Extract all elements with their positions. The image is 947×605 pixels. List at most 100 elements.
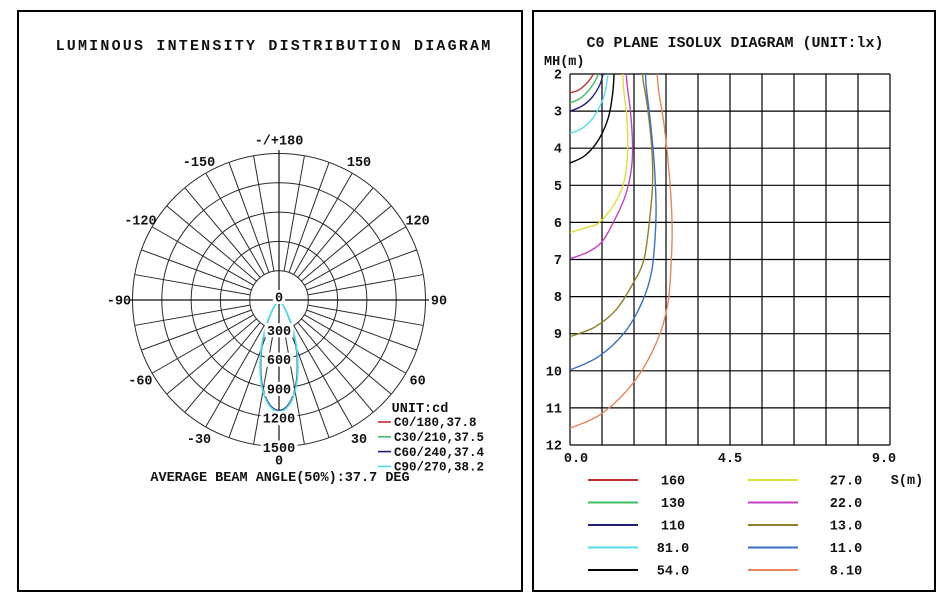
radial-label-600: 600 [267, 354, 291, 369]
polar-spoke [307, 274, 424, 296]
legend-value-22.0: 22.0 [830, 497, 862, 512]
isolux-axis-ticks: 2 3 4 5 6 7 8 9 10 11 120.0 4.5 9.0 [546, 69, 896, 468]
right-panel-border [532, 10, 936, 592]
isolux-contour-81.0 [570, 74, 609, 135]
polar-spoke [304, 226, 407, 286]
left-panel-title: LUMINOUS INTENSITY DISTRIBUTION DIAGRAM [56, 38, 493, 55]
radial-label-bg [264, 352, 294, 367]
polar-spoke [253, 328, 275, 445]
luminous-intensity-panel: -/+180 -150 150 -120 120 -90 90 -60 60 -30 30 0 0 30… [17, 10, 523, 592]
radial-label-bg [272, 290, 286, 304]
polar-spoke [306, 309, 417, 351]
legend-value-11.0: 11.0 [830, 542, 862, 557]
isolux-grid [569, 73, 891, 446]
y-tick-12: 12 [546, 440, 562, 455]
polar-spoke [228, 162, 270, 273]
legend-label-3: C90/270,38.2 [394, 461, 484, 475]
legend-value-27.0: 27.0 [830, 475, 862, 490]
polar-spoke [166, 318, 257, 395]
isolux-contour-13.0 [570, 74, 654, 338]
isolux-contour-54.0 [570, 74, 615, 164]
legend-value-81.0: 81.0 [657, 542, 689, 557]
isolux-contour-160 [570, 74, 595, 94]
radial-label-bg [264, 381, 294, 396]
radial-label-bg [260, 440, 298, 455]
y-axis-label: MH(m) [544, 55, 585, 70]
legend-label-2: C60/240,37.4 [394, 446, 485, 460]
x-tick-0.0: 0.0 [564, 452, 588, 467]
polar-spoke [293, 325, 353, 428]
y-tick-11: 11 [546, 402, 562, 417]
polar-spoke [184, 187, 261, 278]
y-tick-9: 9 [554, 328, 562, 343]
legend-value-160: 160 [661, 475, 685, 490]
radial-label-0: 0 [275, 292, 283, 307]
isolux-contour-130 [570, 74, 600, 104]
legend-value-130: 130 [661, 497, 685, 512]
y-tick-6: 6 [554, 217, 562, 232]
angle-label-90: 90 [431, 295, 447, 310]
y-tick-4: 4 [554, 143, 562, 158]
angle-label-150: 150 [347, 156, 371, 171]
polar-spoke [141, 309, 252, 351]
radial-label-900: 900 [267, 383, 291, 398]
polar-legend: C0/180,37.8C30/210,37.5C60/240,37.4C90/2… [378, 416, 485, 475]
angle-label--30: -30 [187, 433, 211, 448]
polar-spoke [141, 249, 252, 291]
angle-label--+180: -/+180 [255, 135, 304, 150]
radial-label-1200: 1200 [263, 413, 295, 428]
polar-spoke [205, 172, 265, 275]
isolux-contour-27.0 [570, 74, 629, 234]
angle-label-0: 0 [275, 455, 283, 470]
legend-value-110: 110 [661, 520, 685, 535]
angle-label-30: 30 [351, 433, 367, 448]
polar-spoke [301, 318, 392, 395]
polar-spoke [304, 314, 407, 374]
polar-angle-labels: -/+180-150 150-120 120-90 90-60 60-30 300 [107, 135, 447, 470]
polar-spoke [253, 155, 275, 272]
isolux-panel: 2 3 4 5 6 7 8 9 10 11 12 0.0 4.5 9.0 160 27.0 130 22.0 11… [532, 10, 936, 592]
x-tick-4.5: 4.5 [718, 452, 742, 467]
angle-label-60: 60 [409, 375, 425, 390]
legend-label-0: C0/180,37.8 [394, 416, 477, 430]
polar-spoke [307, 304, 424, 326]
polar-spoke [166, 205, 257, 282]
angle-label--150: -150 [183, 156, 215, 171]
angle-label--60: -60 [128, 375, 152, 390]
polar-spoke [288, 162, 330, 273]
polar-intensity-chart: -/+180-150 150-120 120-90 90-60 60-30 300 030… [17, 10, 523, 592]
polar-spoke [283, 328, 305, 445]
legend-value-8.10: 8.10 [830, 565, 862, 580]
isolux-contour-curves [570, 74, 673, 429]
polar-spoke [301, 205, 392, 282]
isolux-contour-22.0 [570, 74, 634, 260]
polar-spoke [293, 172, 353, 275]
polar-spoke [151, 226, 254, 286]
left-panel-border [17, 10, 523, 592]
radial-label-bg [260, 411, 298, 426]
y-tick-8: 8 [554, 291, 562, 306]
right-panel-title: C0 PLANE ISOLUX DIAGRAM (UNIT:lx) [586, 35, 883, 52]
polar-spoke [205, 325, 265, 428]
radial-label-bg [264, 323, 294, 338]
isolux-legend: 160 27.0 130 22.0 110 13.0 81.0 11.0 54.0 8.10 [588, 475, 862, 580]
polar-legend-title: UNIT:cd [392, 402, 449, 417]
x-axis-label: S(m) [891, 474, 923, 489]
polar-spoke [151, 314, 254, 374]
polar-spoke [134, 274, 251, 296]
isolux-chart: 2 3 4 5 6 7 8 9 10 11 120.0 4.5 9.0 160 27.0 130 22.0 11… [532, 10, 936, 592]
polar-spoke [134, 304, 251, 326]
y-tick-2: 2 [554, 69, 562, 84]
isolux-contour-11.0 [570, 74, 657, 371]
angle-label--120: -120 [124, 215, 156, 230]
polar-spoke [297, 187, 374, 278]
legend-value-13.0: 13.0 [830, 520, 862, 535]
isolux-contour-110 [570, 74, 604, 112]
y-tick-7: 7 [554, 254, 562, 269]
y-tick-3: 3 [554, 106, 562, 121]
isolux-contour-8.10 [570, 74, 673, 429]
average-beam-angle-label: AVERAGE BEAM ANGLE(50%):37.7 DEG [150, 471, 409, 486]
angle-label--90: -90 [107, 295, 131, 310]
legend-label-1: C30/210,37.5 [394, 431, 484, 445]
y-tick-10: 10 [546, 365, 562, 380]
